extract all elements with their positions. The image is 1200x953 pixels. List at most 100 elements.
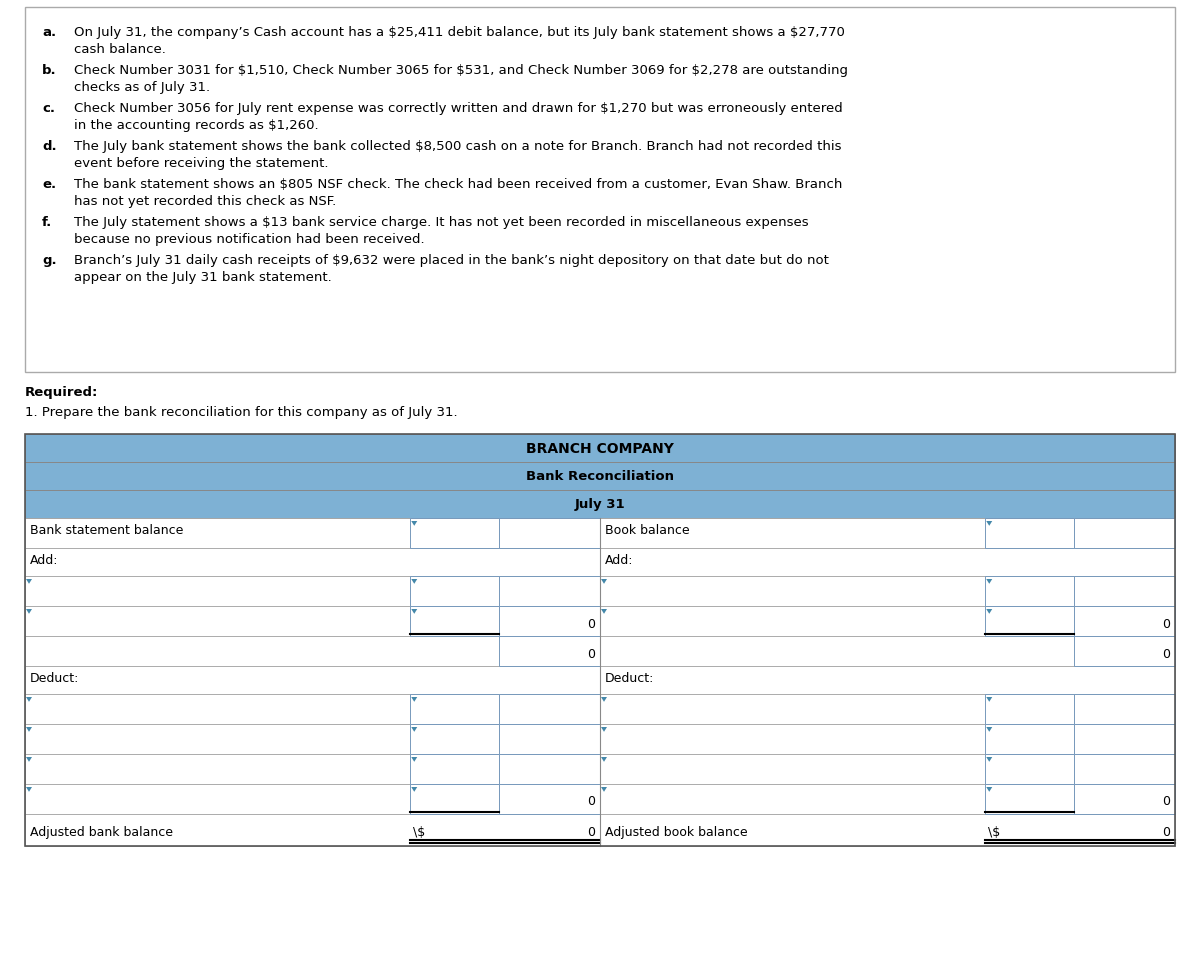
Bar [25,724,1175,754]
Text: in the accounting records as \$1,260.: in the accounting records as \$1,260. [74,119,319,132]
Bar [1074,695,1175,724]
Text: Deduct:: Deduct: [605,671,654,684]
Text: 0: 0 [587,617,595,630]
Polygon shape [26,758,32,762]
Polygon shape [601,579,607,584]
Text: event before receiving the statement.: event before receiving the statement. [74,157,329,170]
Bar [1074,518,1175,548]
Bar [25,577,1175,606]
Bar [410,518,499,548]
Bar [25,666,1175,695]
Polygon shape [986,698,992,702]
Text: 0: 0 [587,795,595,807]
Polygon shape [601,727,607,732]
Polygon shape [601,698,607,702]
Bar [25,814,1175,846]
Bar [25,491,1175,518]
Bar [985,577,1074,606]
Bar [410,695,499,724]
Text: e.: e. [42,178,56,191]
Bar [499,695,600,724]
Bar [25,754,1175,784]
Text: 0: 0 [1162,617,1170,630]
Bar [410,606,499,637]
Bar [985,695,1074,724]
Bar [25,548,1175,577]
Bar [410,754,499,784]
Bar [410,724,499,754]
Polygon shape [412,609,418,614]
Text: appear on the July 31 bank statement.: appear on the July 31 bank statement. [74,271,331,284]
Text: g.: g. [42,253,56,267]
Polygon shape [601,787,607,792]
Bar [985,784,1074,814]
Text: Add:: Add: [605,554,634,566]
Bar [1074,784,1175,814]
Bar [499,606,600,637]
Text: 0: 0 [1162,825,1170,839]
Text: July 31: July 31 [575,498,625,511]
Bar [25,518,1175,548]
Polygon shape [986,758,992,762]
Bar [1074,606,1175,637]
Polygon shape [26,698,32,702]
Bar [1074,724,1175,754]
Bar [25,435,1175,462]
Text: Check Number 3056 for July rent expense was correctly written and drawn for \$1,: Check Number 3056 for July rent expense … [74,102,842,115]
Text: cash balance.: cash balance. [74,43,166,56]
Bar [25,784,1175,814]
Text: The July statement shows a \$13 bank service charge. It has not yet been recorde: The July statement shows a \$13 bank ser… [74,215,809,229]
Bar [25,8,1175,373]
Bar [985,724,1074,754]
Text: The bank statement shows an \$805 NSF check. The check had been received from a : The bank statement shows an \$805 NSF ch… [74,178,842,191]
Text: f.: f. [42,215,53,229]
Text: 0: 0 [587,825,595,839]
Bar [25,695,1175,724]
Bar [499,754,600,784]
Bar [499,784,600,814]
Text: \\$: \\$ [989,825,1001,839]
Text: Required:: Required: [25,386,98,398]
Text: 0: 0 [587,647,595,659]
Bar [499,518,600,548]
Bar [1074,754,1175,784]
Text: d.: d. [42,140,56,152]
Bar [985,518,1074,548]
Text: has not yet recorded this check as NSF.: has not yet recorded this check as NSF. [74,194,336,208]
Polygon shape [412,787,418,792]
Text: Book balance: Book balance [605,523,690,537]
Text: Add:: Add: [30,554,59,566]
Polygon shape [412,579,418,584]
Text: because no previous notification had been received.: because no previous notification had bee… [74,233,425,246]
Polygon shape [986,521,992,526]
Text: 0: 0 [1162,647,1170,659]
Polygon shape [412,698,418,702]
Bar [985,606,1074,637]
Polygon shape [601,609,607,614]
Text: a.: a. [42,26,56,39]
Polygon shape [412,758,418,762]
Polygon shape [986,727,992,732]
Text: Bank Reconciliation: Bank Reconciliation [526,470,674,483]
Text: Check Number 3031 for \$1,510, Check Number 3065 for \$531, and Check Number 306: Check Number 3031 for \$1,510, Check Num… [74,64,848,77]
Polygon shape [601,758,607,762]
Polygon shape [986,579,992,584]
Text: The July bank statement shows the bank collected \$8,500 cash on a note for Bran: The July bank statement shows the bank c… [74,140,841,152]
Bar [499,637,600,666]
Polygon shape [986,609,992,614]
Text: BRANCH COMPANY: BRANCH COMPANY [526,441,674,456]
Bar [499,577,600,606]
Bar [410,577,499,606]
Polygon shape [26,727,32,732]
Text: b.: b. [42,64,56,77]
Bar [25,606,1175,637]
Bar [25,462,1175,491]
Bar [985,754,1074,784]
Bar [1074,637,1175,666]
Text: 1. Prepare the bank reconciliation for this company as of July 31.: 1. Prepare the bank reconciliation for t… [25,406,457,418]
Polygon shape [412,727,418,732]
Text: 0: 0 [1162,795,1170,807]
Text: Deduct:: Deduct: [30,671,79,684]
Text: Adjusted book balance: Adjusted book balance [605,825,748,839]
Text: On July 31, the company’s Cash account has a \$25,411 debit balance, but its Jul: On July 31, the company’s Cash account h… [74,26,845,39]
